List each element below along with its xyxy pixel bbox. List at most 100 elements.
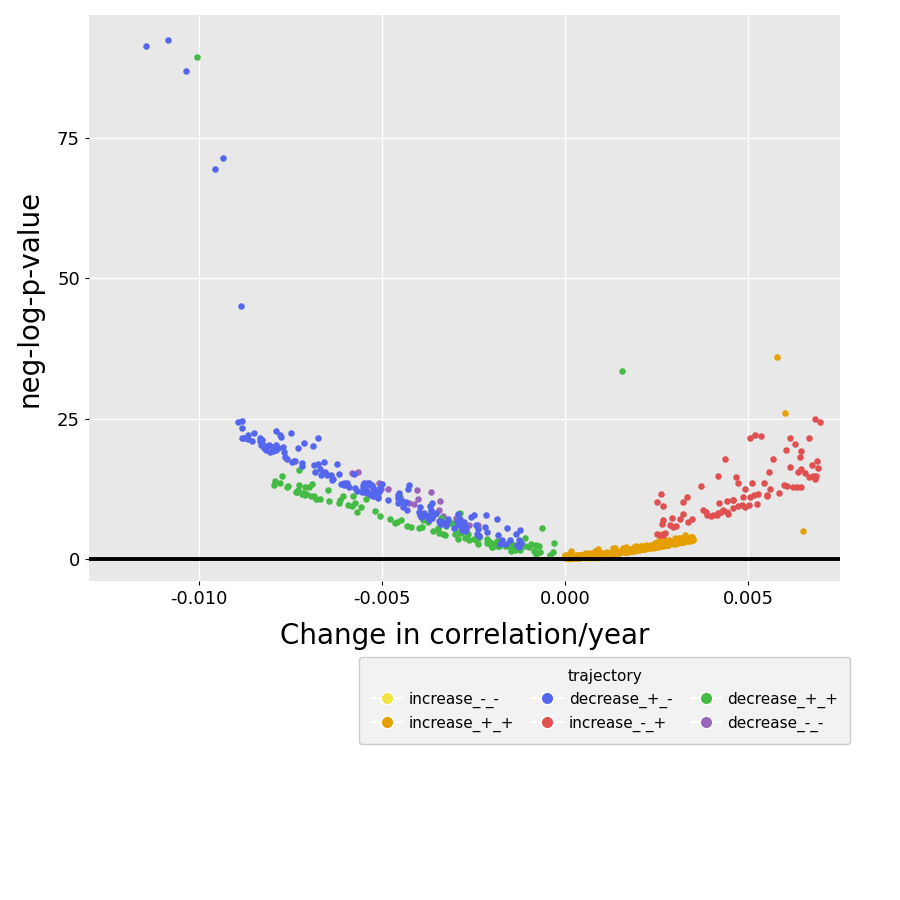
- Point: [332, 496, 347, 510]
- Point: [433, 514, 447, 528]
- Point: [686, 532, 700, 546]
- Point: [802, 431, 816, 446]
- Point: [735, 498, 750, 512]
- Point: [298, 480, 312, 494]
- Point: [571, 550, 585, 564]
- Point: [652, 538, 666, 553]
- Point: [453, 506, 467, 520]
- Point: [479, 508, 493, 522]
- Point: [234, 299, 248, 313]
- Point: [456, 515, 471, 529]
- Point: [662, 533, 677, 547]
- Point: [514, 536, 528, 551]
- Point: [332, 467, 347, 482]
- Point: [432, 526, 446, 540]
- Point: [790, 465, 805, 480]
- Point: [617, 543, 632, 557]
- Point: [615, 364, 629, 378]
- Point: [593, 547, 608, 562]
- Point: [673, 535, 688, 549]
- Point: [396, 495, 410, 509]
- Point: [470, 534, 484, 548]
- Point: [591, 548, 606, 562]
- Point: [684, 533, 698, 547]
- Point: [400, 482, 415, 497]
- Point: [731, 475, 745, 490]
- Point: [642, 540, 656, 554]
- Point: [571, 548, 585, 562]
- Point: [529, 546, 544, 561]
- Point: [617, 544, 632, 559]
- Point: [453, 512, 467, 526]
- Point: [666, 536, 680, 550]
- Point: [294, 456, 309, 471]
- Point: [350, 505, 365, 519]
- Point: [681, 531, 696, 545]
- Point: [616, 544, 630, 558]
- Point: [667, 536, 681, 550]
- Point: [656, 513, 670, 527]
- Point: [269, 438, 284, 453]
- Point: [779, 442, 794, 456]
- Point: [258, 443, 273, 457]
- Point: [591, 542, 606, 556]
- Point: [644, 537, 659, 552]
- Point: [661, 536, 675, 551]
- Point: [616, 540, 630, 554]
- Point: [362, 475, 376, 490]
- Point: [307, 489, 321, 503]
- Point: [697, 502, 711, 517]
- Point: [580, 549, 594, 563]
- Point: [396, 500, 410, 514]
- Point: [354, 500, 368, 515]
- Point: [241, 428, 256, 442]
- Point: [683, 533, 698, 547]
- Point: [752, 487, 766, 501]
- Point: [807, 472, 822, 486]
- Point: [652, 537, 667, 552]
- Point: [624, 544, 638, 558]
- Point: [716, 502, 731, 517]
- Point: [634, 540, 648, 554]
- Point: [391, 488, 405, 502]
- Point: [634, 541, 649, 555]
- Point: [742, 498, 756, 512]
- Point: [459, 519, 473, 534]
- Point: [527, 544, 542, 559]
- Point: [454, 523, 469, 537]
- Point: [590, 546, 605, 561]
- Point: [601, 546, 616, 561]
- Point: [573, 550, 588, 564]
- Point: [657, 537, 671, 552]
- Point: [337, 476, 351, 491]
- Point: [625, 544, 639, 558]
- Point: [642, 541, 656, 555]
- Point: [671, 535, 686, 549]
- Point: [612, 545, 626, 560]
- Point: [462, 518, 476, 533]
- Point: [649, 539, 663, 554]
- Point: [562, 548, 576, 562]
- Point: [611, 546, 625, 561]
- Point: [513, 523, 527, 537]
- Point: [742, 430, 757, 445]
- Point: [574, 550, 589, 564]
- Point: [563, 550, 578, 564]
- Point: [673, 533, 688, 547]
- Point: [587, 549, 601, 563]
- Point: [726, 492, 741, 507]
- Point: [290, 485, 304, 500]
- Point: [652, 537, 666, 552]
- Point: [566, 550, 580, 564]
- Point: [424, 504, 438, 518]
- Point: [579, 547, 593, 562]
- Point: [413, 508, 428, 522]
- Point: [348, 496, 363, 510]
- Point: [608, 546, 623, 561]
- Point: [685, 511, 699, 526]
- Point: [444, 516, 458, 530]
- Point: [590, 546, 604, 561]
- Point: [725, 492, 740, 507]
- Point: [356, 481, 371, 495]
- Point: [672, 535, 687, 549]
